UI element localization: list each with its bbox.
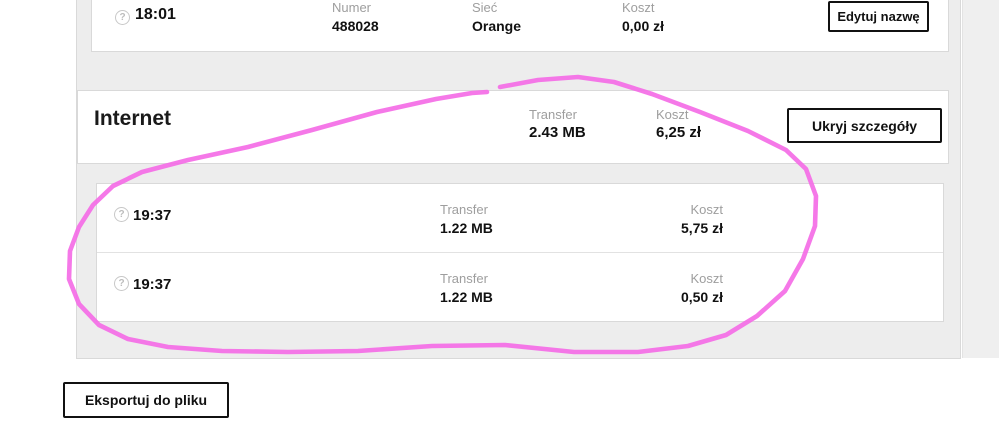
internet-details-card: ? 19:37 Transfer 1.22 MB Koszt 5,75 zł ?… [96,183,944,322]
internet-transfer-label: Transfer [529,107,577,122]
numer-column: Numer 488028 [332,0,379,34]
internet-cost-label: Koszt [656,107,689,122]
detail-cost-label: Koszt [690,271,723,286]
numer-label: Numer [332,0,372,15]
edit-name-button[interactable]: Edytuj nazwę [828,1,929,32]
detail-cost-value: 0,50 zł [680,289,723,305]
detail-cost-column: Koszt 5,75 zł [681,202,723,236]
help-icon-glyph: ? [119,12,126,23]
export-to-file-button[interactable]: Eksportuj do pliku [63,382,229,418]
siec-value: Orange [472,18,522,34]
help-icon-glyph: ? [118,278,125,289]
help-icon[interactable]: ? [114,207,129,222]
siec-label: Sieć [472,0,498,15]
detail-time: 19:37 [133,276,172,293]
internet-cost-column: Koszt 6,25 zł [656,107,701,141]
koszt-label: Koszt [622,0,655,15]
detail-transfer-label: Transfer [440,202,488,217]
internet-section-header: Internet Transfer 2.43 MB Koszt 6,25 zł … [77,90,949,164]
detail-time: 19:37 [133,207,172,224]
hide-details-button[interactable]: Ukryj szczegóły [787,108,942,143]
billing-list-container: ? 18:01 Numer 488028 Sieć Orange Koszt 0… [76,0,961,359]
detail-transfer-value: 1.22 MB [440,220,493,236]
page-right-gutter [962,0,999,358]
detail-transfer-label: Transfer [440,271,488,286]
detail-transfer-column: Transfer 1.22 MB [440,202,493,236]
detail-cost-column: Koszt 0,50 zł [681,271,723,305]
help-icon[interactable]: ? [115,10,130,25]
detail-cost-label: Koszt [690,202,723,217]
usage-row: ? 18:01 Numer 488028 Sieć Orange Koszt 0… [91,0,949,52]
internet-transfer-value: 2.43 MB [529,124,586,141]
koszt-value: 0,00 zł [622,18,665,34]
detail-cost-value: 5,75 zł [680,220,723,236]
internet-transfer-column: Transfer 2.43 MB [529,107,586,141]
detail-transfer-value: 1.22 MB [440,289,493,305]
help-icon-glyph: ? [118,209,125,220]
internet-cost-value: 6,25 zł [656,124,702,141]
numer-value: 488028 [332,18,379,34]
koszt-column: Koszt 0,00 zł [622,0,664,34]
detail-row: ? 19:37 Transfer 1.22 MB Koszt 0,50 zł [97,253,943,322]
usage-time: 18:01 [135,6,176,23]
internet-section-title: Internet [94,107,172,130]
help-icon[interactable]: ? [114,276,129,291]
siec-column: Sieć Orange [472,0,521,34]
detail-row: ? 19:37 Transfer 1.22 MB Koszt 5,75 zł [97,184,943,253]
detail-transfer-column: Transfer 1.22 MB [440,271,493,305]
